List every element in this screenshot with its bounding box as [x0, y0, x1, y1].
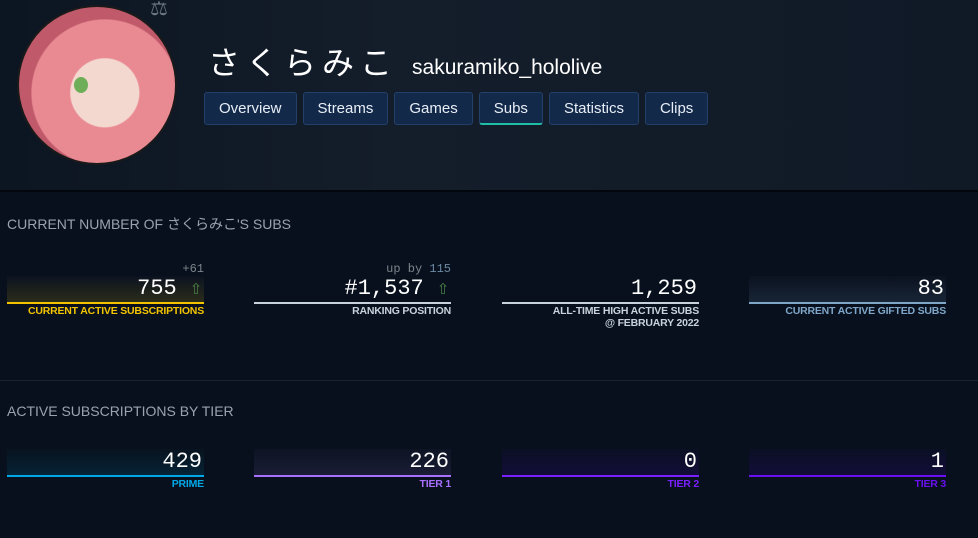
tier-label: TIER 2 [667, 478, 700, 490]
display-name: さくらみこ [208, 44, 399, 82]
stat-label: RANKING POSITION [352, 305, 451, 317]
section-divider [0, 380, 978, 381]
login-name: sakuramiko_hololive [412, 56, 603, 79]
stat-underline [254, 302, 451, 304]
stat-underline [7, 302, 204, 304]
stat-card-all-time-high: 1,259 ALL-TIME HIGH ACTIVE SUBS @ FEBRUA… [502, 262, 699, 329]
stat-label: CURRENT ACTIVE SUBSCRIPTIONS [27, 305, 204, 317]
tier-underline [749, 475, 946, 477]
tab-overview[interactable]: Overview [204, 92, 297, 125]
delta-number: 115 [429, 262, 451, 276]
tab-clips[interactable]: Clips [644, 92, 709, 125]
stat-underline [749, 302, 946, 304]
arrow-up-icon: ⇧ [189, 278, 202, 301]
tab-subs[interactable]: Subs [478, 92, 543, 125]
tier-underline [254, 475, 451, 477]
avatar [17, 5, 177, 165]
tier-value: 429 [7, 449, 204, 475]
avatar-eye [74, 77, 88, 93]
tab-bar: Overview Streams Games Subs Statistics C… [204, 92, 709, 125]
stat-value-text: #1,537 [344, 276, 424, 301]
channel-title: さくらみこ sakuramiko_hololive [208, 38, 602, 84]
stat-value: 755 ⇧ [7, 276, 204, 302]
stat-value: 1,259 [630, 276, 697, 301]
stat-label-date: @ FEBRUARY 2022 [604, 317, 699, 329]
tier-card-tier2: 0 TIER 2 [502, 449, 699, 490]
tier-label: PRIME [171, 478, 204, 490]
tier-card-tier3: 1 TIER 3 [749, 449, 946, 490]
delta-prefix: up by [386, 262, 430, 276]
section-title-current-subs: CURRENT NUMBER OF さくらみこ'S SUBS [7, 216, 291, 232]
tier-label: TIER 1 [419, 478, 452, 490]
section-title-by-tier: ACTIVE SUBSCRIPTIONS BY TIER [7, 403, 234, 419]
stat-delta: up by 115 [254, 262, 451, 276]
tier-value: 0 [502, 449, 699, 475]
tier-underline [7, 475, 204, 477]
tier-value: 1 [749, 449, 946, 475]
stat-card-ranking: up by 115 #1,537 ⇧ RANKING POSITION [254, 262, 451, 317]
tab-statistics[interactable]: Statistics [548, 92, 639, 125]
tier-label: TIER 3 [914, 478, 947, 490]
tier-underline [502, 475, 699, 477]
stat-underline [502, 302, 699, 304]
stat-value: #1,537 ⇧ [254, 276, 451, 302]
arrow-up-icon: ⇧ [436, 278, 449, 301]
stat-card-active-subs: +61 755 ⇧ CURRENT ACTIVE SUBSCRIPTIONS [7, 262, 204, 317]
stat-delta-empty [749, 262, 946, 276]
stat-label: ALL-TIME HIGH ACTIVE SUBS [552, 305, 699, 317]
scale-icon[interactable]: ⚖ [150, 0, 168, 20]
stat-value-text: 755 [137, 276, 177, 301]
tier-card-prime: 429 PRIME [7, 449, 204, 490]
tab-streams[interactable]: Streams [302, 92, 389, 125]
tier-card-tier1: 226 TIER 1 [254, 449, 451, 490]
stat-delta: +61 [182, 262, 204, 276]
stat-card-gifted-subs: 83 CURRENT ACTIVE GIFTED SUBS [749, 262, 946, 317]
stat-value: 83 [749, 276, 946, 302]
stat-label: CURRENT ACTIVE GIFTED SUBS [785, 305, 946, 317]
tier-value: 226 [254, 449, 451, 475]
stat-delta-empty [502, 262, 699, 276]
tab-games[interactable]: Games [394, 92, 473, 125]
channel-header: ⚖ さくらみこ sakuramiko_hololive Overview Str… [0, 0, 978, 192]
